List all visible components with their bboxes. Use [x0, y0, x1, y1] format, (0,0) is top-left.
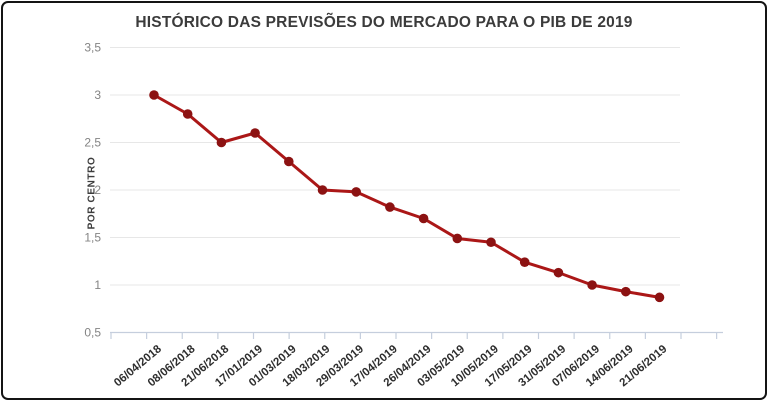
data-point [553, 267, 564, 278]
data-point [519, 257, 530, 268]
data-point [587, 280, 597, 290]
data-point [452, 233, 463, 244]
data-point [182, 109, 193, 119]
data-point [621, 286, 631, 297]
data-point [250, 128, 260, 138]
data-line [152, 93, 661, 299]
data-point [654, 292, 665, 303]
y-tick-label: 0,5 [84, 326, 101, 340]
y-tick-label: 1 [94, 278, 101, 292]
data-point [418, 213, 429, 224]
y-tick-label: 2,5 [84, 136, 101, 150]
y-tick-label: 1,5 [84, 231, 101, 245]
data-point [149, 90, 159, 100]
data-point [486, 237, 496, 248]
data-point [216, 137, 227, 148]
y-tick-label: 3,5 [84, 41, 101, 55]
y-tick-label: 3 [94, 88, 101, 102]
chart-title: HISTÓRICO DAS PREVISÕES DO MERCADO PARA … [135, 14, 633, 31]
data-point [317, 185, 328, 195]
data-point [385, 202, 395, 212]
data-point [284, 156, 294, 167]
y-tick-label: 2 [94, 183, 101, 197]
data-point [351, 187, 362, 197]
